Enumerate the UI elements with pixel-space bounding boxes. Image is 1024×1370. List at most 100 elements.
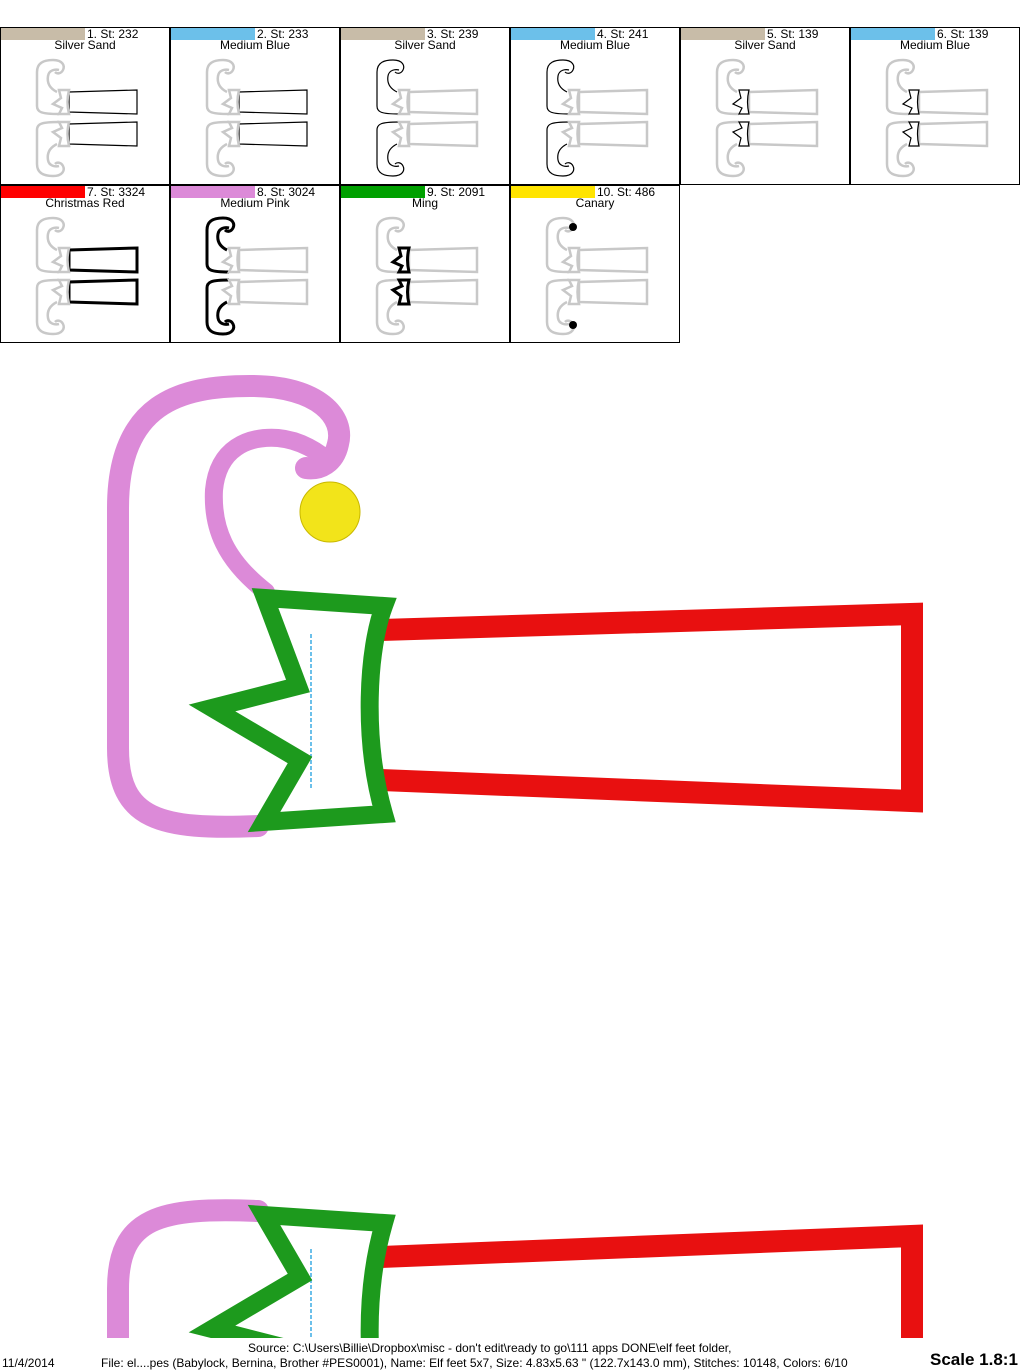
thumb-foot-bottom xyxy=(885,120,989,178)
thumb-leg xyxy=(238,121,308,147)
thumb-curl xyxy=(546,121,575,177)
thumb-curl xyxy=(546,59,575,115)
pink-curl-inner xyxy=(204,428,339,601)
thumb-leg xyxy=(747,88,819,116)
thumb-cuff xyxy=(390,246,411,274)
thumb-leg xyxy=(68,89,138,115)
thumb-leg xyxy=(237,246,309,274)
color-block: 2. St: 233 Medium Blue xyxy=(170,27,340,185)
thumb-cuff xyxy=(220,120,241,148)
color-block: 7. St: 3324 Christmas Red xyxy=(0,185,170,343)
color-block: 8. St: 3024 Medium Pink xyxy=(170,185,340,343)
thumb-curl xyxy=(715,120,745,178)
thumb-cuff xyxy=(731,89,750,115)
green-cuff xyxy=(188,1204,396,1338)
thread-color-name: Medium Pink xyxy=(220,196,290,210)
footer: Source: C:\Users\Billie\Dropbox\misc - d… xyxy=(0,1340,1024,1370)
thumb-leg xyxy=(407,88,479,116)
color-block: 5. St: 139 Silver Sand xyxy=(680,27,850,185)
thumb-cuff xyxy=(560,88,581,116)
elf-foot-top xyxy=(107,375,923,838)
thumb-cuff xyxy=(50,246,71,274)
thread-color-name: Silver Sand xyxy=(734,38,796,52)
thumb-foot-top xyxy=(375,216,479,274)
color-block: 10. St: 486 Canary xyxy=(510,185,680,343)
thumb-leg xyxy=(577,120,649,148)
thumb-curl xyxy=(205,58,235,116)
thumb-curl xyxy=(35,216,65,274)
stitch-count-label: 4. St: 241 xyxy=(597,27,649,41)
thumb-cuff xyxy=(220,246,241,274)
thumb-foot-bottom xyxy=(376,120,479,177)
thumb-foot-bottom xyxy=(375,278,479,336)
stitch-count-label: 7. St: 3324 xyxy=(87,185,146,199)
thumb-leg xyxy=(577,278,649,306)
block-thumbnail xyxy=(885,58,989,178)
thumb-foot-top xyxy=(376,59,479,116)
thumb-leg xyxy=(917,88,989,116)
thumb-curl xyxy=(35,58,65,116)
stitch-count-label: 5. St: 139 xyxy=(767,27,819,41)
color-swatch xyxy=(511,186,595,198)
thread-color-name: Silver Sand xyxy=(54,38,116,52)
thread-color-name: Christmas Red xyxy=(45,196,125,210)
thread-color-name: Medium Blue xyxy=(899,38,971,52)
color-swatch xyxy=(681,28,765,40)
thumb-cuff xyxy=(390,278,411,306)
color-swatch xyxy=(341,186,425,198)
color-swatch xyxy=(171,186,255,198)
thumb-leg xyxy=(68,121,138,147)
thumb-foot-top xyxy=(546,59,649,116)
thumb-foot-bottom xyxy=(205,278,309,336)
thumb-leg xyxy=(67,246,139,274)
color-block: 4. St: 241 Medium Blue xyxy=(510,27,680,185)
color-swatch xyxy=(511,28,595,40)
thumb-foot-bottom xyxy=(35,278,139,336)
scale-label: Scale 1.8:1 xyxy=(930,1350,1018,1369)
design-preview xyxy=(107,375,923,1338)
thumb-leg xyxy=(237,278,309,306)
color-block: 1. St: 232 Silver Sand xyxy=(0,27,170,185)
stitch-count-label: 1. St: 232 xyxy=(87,27,139,41)
source-path: Source: C:\Users\Billie\Dropbox\misc - d… xyxy=(248,1341,732,1355)
color-block: 3. St: 239 Silver Sand xyxy=(340,27,510,185)
thread-color-name: Medium Blue xyxy=(219,38,291,52)
thumb-curl xyxy=(885,58,915,116)
block-thumbnail xyxy=(545,216,649,336)
block-thumbnail xyxy=(546,59,649,177)
thumb-curl xyxy=(885,120,915,178)
color-block: 6. St: 139 Medium Blue xyxy=(850,27,1020,185)
block-thumbnail xyxy=(376,59,479,177)
file-info: File: el....pes (Babylock, Bernina, Brot… xyxy=(101,1356,848,1370)
thumb-foot-bottom xyxy=(715,120,819,178)
thumb-dot xyxy=(569,223,577,231)
color-swatch xyxy=(1,186,85,198)
thumb-foot-top xyxy=(205,216,309,274)
stitch-count-label: 9. St: 2091 xyxy=(427,185,486,199)
thumb-cuff xyxy=(901,121,920,147)
thumb-foot-bottom xyxy=(545,278,649,336)
thumb-cuff xyxy=(220,278,241,306)
thumb-curl xyxy=(205,216,236,274)
block-thumbnail xyxy=(205,58,308,178)
thumb-curl xyxy=(205,120,235,178)
thumb-cuff xyxy=(390,120,411,148)
thumb-foot-top xyxy=(35,58,138,116)
green-cuff xyxy=(188,588,397,833)
thumb-leg xyxy=(577,88,649,116)
thumb-foot-top xyxy=(35,216,139,274)
pink-curl-outer xyxy=(107,1199,269,1338)
thumb-curl xyxy=(205,278,236,336)
thumb-foot-bottom xyxy=(205,120,308,178)
block-thumbnail xyxy=(205,216,309,336)
stitch-count-label: 6. St: 139 xyxy=(937,27,989,41)
color-block: 9. St: 2091 Ming xyxy=(340,185,510,343)
thumb-foot-top xyxy=(715,58,819,116)
stitch-count-label: 2. St: 233 xyxy=(257,27,309,41)
block-thumbnail xyxy=(375,216,479,336)
color-swatch xyxy=(1,28,85,40)
color-swatch xyxy=(851,28,935,40)
thumb-cuff xyxy=(560,246,581,274)
thumb-leg xyxy=(407,120,479,148)
thumb-cuff xyxy=(390,88,411,116)
